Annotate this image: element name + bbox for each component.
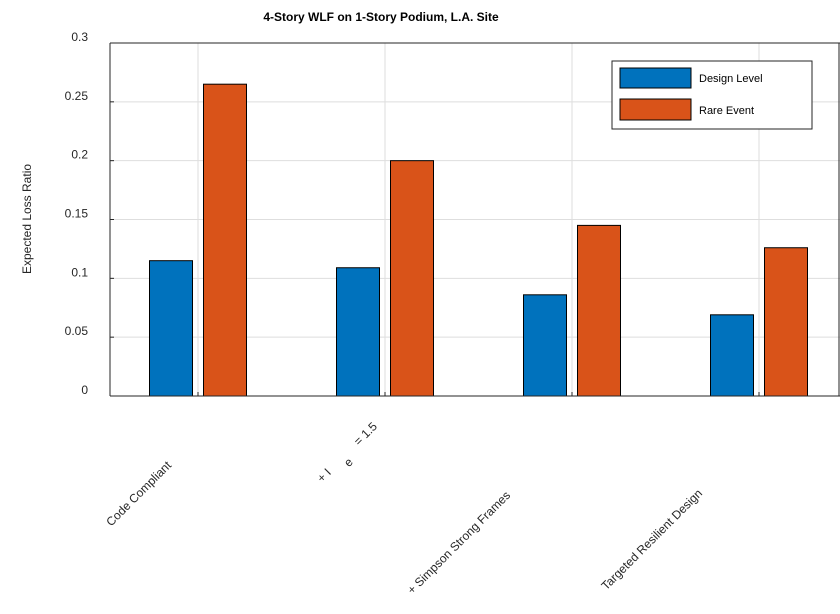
legend: Design Level Rare Event [611, 60, 813, 130]
y-tick-label: 0.2 [71, 148, 88, 162]
x-tick-labels: Code Compliant + I e = 1.5 + Simpson Strong … [103, 419, 705, 597]
x-tick-label-ie: + I e = 1.5 [314, 419, 380, 486]
x-tick-label-simpson: + Simpson Strong Frames [404, 488, 513, 597]
bars [149, 83, 808, 397]
x-tick-label-code-compliant: Code Compliant [103, 458, 174, 529]
x-tick-label-ie-suffix: = 1.5 [351, 419, 380, 448]
y-tick-label: 0.1 [71, 265, 88, 279]
x-tick-label-ie-subscript: e [341, 455, 356, 470]
y-axis-label: Expected Loss Ratio [20, 164, 34, 274]
chart-title: 4-Story WLF on 1-Story Podium, L.A. Site [263, 10, 499, 24]
bar-rare-event-4 [764, 247, 808, 397]
y-tick-label: 0.25 [65, 89, 89, 103]
y-tick-label: 0 [81, 383, 88, 397]
bar-design-level-4 [710, 314, 754, 397]
axes [109, 42, 840, 397]
legend-label-design-level: Design Level [699, 73, 763, 85]
bar-design-level-3 [523, 294, 567, 397]
legend-swatch-design-level [619, 67, 692, 89]
y-tick-label: 0.15 [65, 207, 89, 221]
x-tick-label-ie-text: + I [314, 466, 334, 486]
legend-swatch-rare-event [619, 98, 692, 121]
bar-rare-event-1 [203, 83, 247, 397]
bar-rare-event-3 [577, 224, 621, 397]
tick-labels: 0 0.05 0.1 0.15 0.2 0.25 0.3 [65, 30, 89, 397]
bar-design-level-2 [336, 267, 380, 397]
y-tick-label: 0.05 [65, 324, 89, 338]
bar-rare-event-2 [390, 160, 434, 397]
bar-design-level-1 [149, 260, 193, 397]
y-tick-label: 0.3 [71, 30, 88, 44]
legend-label-rare-event: Rare Event [699, 105, 754, 117]
x-tick-label-targeted: Targeted Resilient Design [599, 486, 706, 593]
